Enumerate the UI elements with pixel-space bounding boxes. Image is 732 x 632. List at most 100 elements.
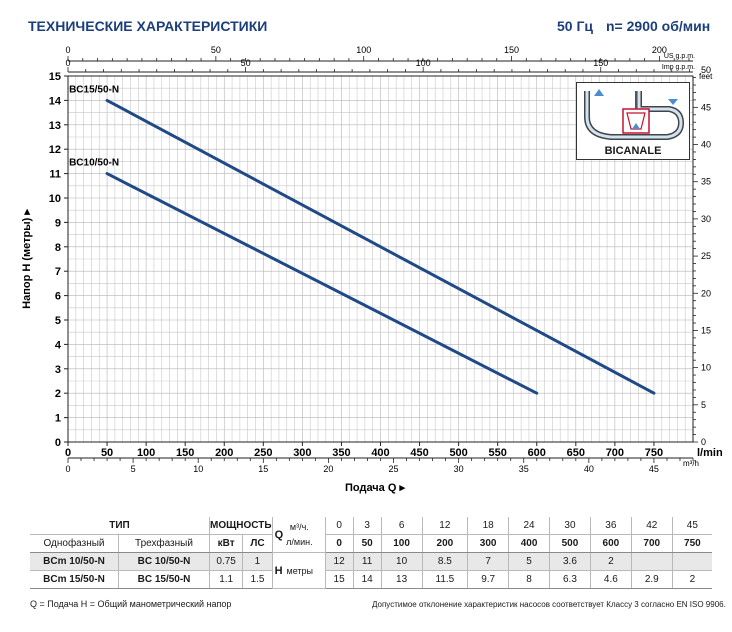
feet-tick-label: 40 xyxy=(701,140,711,150)
kw-header: кВт xyxy=(209,534,244,553)
feet-tick-label: 20 xyxy=(701,288,711,298)
q-lmin-value: 400 xyxy=(508,534,550,553)
q-lmin-value: 100 xyxy=(381,534,423,553)
three-phase-header: Трехфазный xyxy=(118,534,210,553)
head-value: 12 xyxy=(325,552,354,571)
q-lmin-value: 200 xyxy=(422,534,469,553)
y-tick-label: 8 xyxy=(55,242,61,254)
power-header: МОЩНОСТЬ xyxy=(209,517,273,535)
power-kw: 0.75 xyxy=(209,552,244,571)
q-m3h-value: 30 xyxy=(549,517,591,535)
feet-tick-label: 25 xyxy=(701,251,711,261)
q-lmin-value: 750 xyxy=(672,534,712,553)
us-gpm-tick-label: 200 xyxy=(652,45,667,55)
x-tick-label: 200 xyxy=(215,447,233,459)
y-axis-title: Напор H (метры) ▸ xyxy=(21,209,33,309)
x-tick-label: 100 xyxy=(137,447,155,459)
q-label: Q xyxy=(274,528,284,541)
head-value: 15 xyxy=(325,570,354,589)
m3h-tick-label: 35 xyxy=(519,464,529,474)
imp-gpm-tick-label: 50 xyxy=(241,58,251,68)
m3h-tick-label: 45 xyxy=(649,464,659,474)
head-value: 5 xyxy=(508,552,550,571)
head-value: 3.6 xyxy=(549,552,591,571)
feet-tick-label: 10 xyxy=(701,363,711,373)
h-unit: метры xyxy=(286,565,314,576)
y-tick-label: 13 xyxy=(49,120,61,132)
series-label: BC15/50-N xyxy=(69,84,119,95)
x-unit-label: l/min xyxy=(697,447,723,459)
imp-gpm-unit-label: Imp g.p.m. xyxy=(662,64,695,71)
head-value xyxy=(631,552,673,571)
feet-tick-label: 50 xyxy=(701,65,711,75)
power-hp: 1 xyxy=(242,552,273,571)
x-tick-label: 700 xyxy=(606,447,624,459)
model-three-phase: BC 10/50-N xyxy=(118,552,210,571)
head-value xyxy=(672,552,712,571)
imp-gpm-tick-label: 150 xyxy=(593,58,608,68)
head-value: 13 xyxy=(381,570,423,589)
head-value: 11.5 xyxy=(422,570,469,589)
us-gpm-tick-label: 50 xyxy=(211,45,221,55)
m3h-tick-label: 40 xyxy=(584,464,594,474)
model-single-phase: BCm 15/50-N xyxy=(30,570,119,589)
feet-tick-label: 0 xyxy=(701,437,706,447)
hp-header: ЛС xyxy=(242,534,273,553)
inset-label: BICANALE xyxy=(604,145,662,157)
q-lmin-value: 300 xyxy=(467,534,510,553)
x-tick-label: 50 xyxy=(101,447,113,459)
x-tick-label: 150 xyxy=(176,447,194,459)
footer-legend: Q = Подача H = Общий манометрический нап… xyxy=(30,599,232,609)
q-lmin-value: 600 xyxy=(590,534,632,553)
y-tick-label: 2 xyxy=(55,388,61,400)
feet-tick-label: 30 xyxy=(701,214,711,224)
head-value: 6.3 xyxy=(549,570,591,589)
single-phase-header: Однофазный xyxy=(30,534,119,553)
q-m3h-value: 36 xyxy=(590,517,632,535)
y-tick-label: 3 xyxy=(55,364,61,376)
head-value: 14 xyxy=(353,570,382,589)
x-axis-title: Подача Q ▸ xyxy=(345,482,405,494)
us-gpm-tick-label: 150 xyxy=(504,45,519,55)
x-tick-label: 350 xyxy=(332,447,350,459)
q-lmin-value: 500 xyxy=(549,534,591,553)
q-m3h-value: 3 xyxy=(353,517,382,535)
h-label: H xyxy=(274,564,283,577)
footer-tolerance: Допустимое отклонение характеристик насо… xyxy=(372,600,726,609)
table-row: Однофазный Трехфазный кВт ЛС 0 50 100 200 300 400… xyxy=(30,534,712,553)
series-label: BC10/50-N xyxy=(69,158,119,169)
q-lmin-value: 50 xyxy=(353,534,382,553)
m3h-tick-label: 25 xyxy=(389,464,399,474)
y-tick-label: 15 xyxy=(49,71,61,83)
curve-bc15-50-n xyxy=(105,98,656,395)
table-row: BCm 15/50-N BC 15/50-N 1.1 1.5 15 14 13 11.5 9.7… xyxy=(30,570,712,589)
m3h-unit-label: m³/h xyxy=(683,459,699,468)
impeller-icon xyxy=(584,89,684,140)
head-value: 8 xyxy=(508,570,550,589)
q-lmin-value: 0 xyxy=(325,534,354,553)
x-tick-label: 0 xyxy=(65,447,71,459)
q-m3h-value: 6 xyxy=(381,517,423,535)
speed-label: n= 2900 об/мин xyxy=(606,18,711,34)
page-title: ТЕХНИЧЕСКИЕ ХАРАКТЕРИСТИКИ xyxy=(28,18,268,34)
imp-gpm-tick-label: 100 xyxy=(416,58,431,68)
feet-tick-label: 5 xyxy=(701,400,706,410)
x-tick-label: 600 xyxy=(528,447,546,459)
us-gpm-tick-label: 0 xyxy=(65,45,70,55)
m3h-tick-label: 10 xyxy=(193,464,203,474)
x-tick-label: 450 xyxy=(410,447,428,459)
q-m3h-value: 24 xyxy=(508,517,550,535)
head-value: 8.5 xyxy=(422,552,469,571)
x-tick-label: 500 xyxy=(449,447,467,459)
head-value: 9.7 xyxy=(467,570,510,589)
feet-tick-label: 45 xyxy=(701,102,711,112)
y-tick-label: 11 xyxy=(49,169,61,181)
x-tick-label: 650 xyxy=(567,447,585,459)
y-tick-label: 6 xyxy=(55,291,61,303)
y-tick-label: 10 xyxy=(49,193,61,205)
q-m3h-value: 0 xyxy=(325,517,354,535)
frequency-label: 50 Гц xyxy=(557,18,594,34)
